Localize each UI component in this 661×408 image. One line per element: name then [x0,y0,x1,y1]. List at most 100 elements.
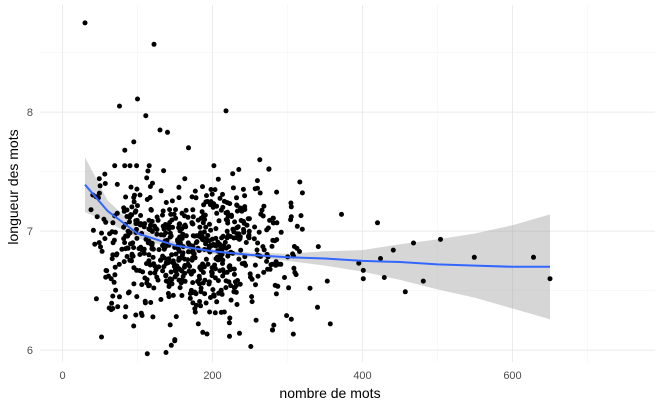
data-point [179,226,185,232]
data-point [182,213,187,219]
data-point [194,239,200,245]
data-point [226,279,232,285]
data-point [176,184,182,190]
data-point [240,218,246,224]
data-point [104,268,110,274]
data-point [96,240,102,246]
data-point [99,334,104,340]
data-point [125,228,131,234]
data-point [112,272,118,278]
data-point [255,240,261,246]
data-point [173,207,178,213]
data-point [173,251,179,257]
data-point [272,282,278,288]
data-point [119,246,125,252]
data-point [204,331,210,337]
data-point [158,297,164,302]
data-point [237,281,243,287]
data-point [288,204,294,210]
data-point [270,215,276,221]
data-point [138,213,144,218]
data-point [167,220,173,225]
data-point [135,96,140,102]
data-point [220,191,225,197]
data-point [240,186,246,192]
data-point [153,225,158,231]
data-point [136,221,142,227]
data-point [187,291,193,296]
data-point [177,285,183,291]
data-point [121,205,127,211]
data-point [208,187,214,192]
data-point [234,302,240,307]
data-point [160,208,166,214]
data-point [196,273,202,279]
data-point [158,257,163,263]
data-point [180,273,186,279]
x-tick-label: 0 [59,370,65,382]
data-point [122,240,128,246]
y-tick-label: 6 [27,345,33,357]
data-point [141,224,147,230]
data-point [212,310,218,316]
data-point [154,231,160,237]
data-point [165,291,171,296]
data-point [146,252,152,258]
data-point [234,225,240,231]
data-point [202,277,208,283]
data-point [90,227,96,233]
data-point [288,316,294,322]
data-point [101,216,107,222]
data-point [173,268,179,274]
data-point [110,293,116,299]
data-point [172,338,178,344]
data-point [278,229,284,235]
data-point [127,214,133,220]
data-point [143,113,149,119]
data-point [99,230,104,236]
data-point [269,261,275,267]
data-point [204,193,209,199]
data-point [205,199,210,204]
data-point [165,129,170,135]
data-point [220,273,226,279]
confidence-ribbon [85,157,550,320]
data-point [219,291,225,297]
data-point [226,320,232,326]
data-point [97,183,103,189]
data-point [206,279,212,285]
data-point [185,240,191,246]
data-point [200,184,205,190]
data-point [251,236,257,242]
data-point [292,270,298,276]
data-point [234,208,240,214]
data-point [249,299,255,305]
data-point [297,179,303,185]
data-point [242,193,248,199]
data-point [215,278,221,284]
data-point [411,240,416,246]
data-point [182,176,188,182]
data-point [531,254,536,260]
data-point [92,241,98,247]
data-point [109,229,115,235]
data-point [163,200,169,205]
data-point [116,261,122,267]
data-point [245,216,251,222]
data-point [214,203,220,209]
data-point [147,270,153,276]
data-point [177,240,183,246]
data-point [137,268,143,274]
data-point [156,264,162,270]
data-point [183,207,189,213]
data-point [102,236,108,242]
data-point [197,224,203,230]
data-point [158,188,164,194]
data-point [209,236,215,242]
data-point [339,211,344,217]
data-point [117,294,122,300]
data-point [254,178,260,184]
data-point [193,195,199,201]
data-point [324,278,330,284]
